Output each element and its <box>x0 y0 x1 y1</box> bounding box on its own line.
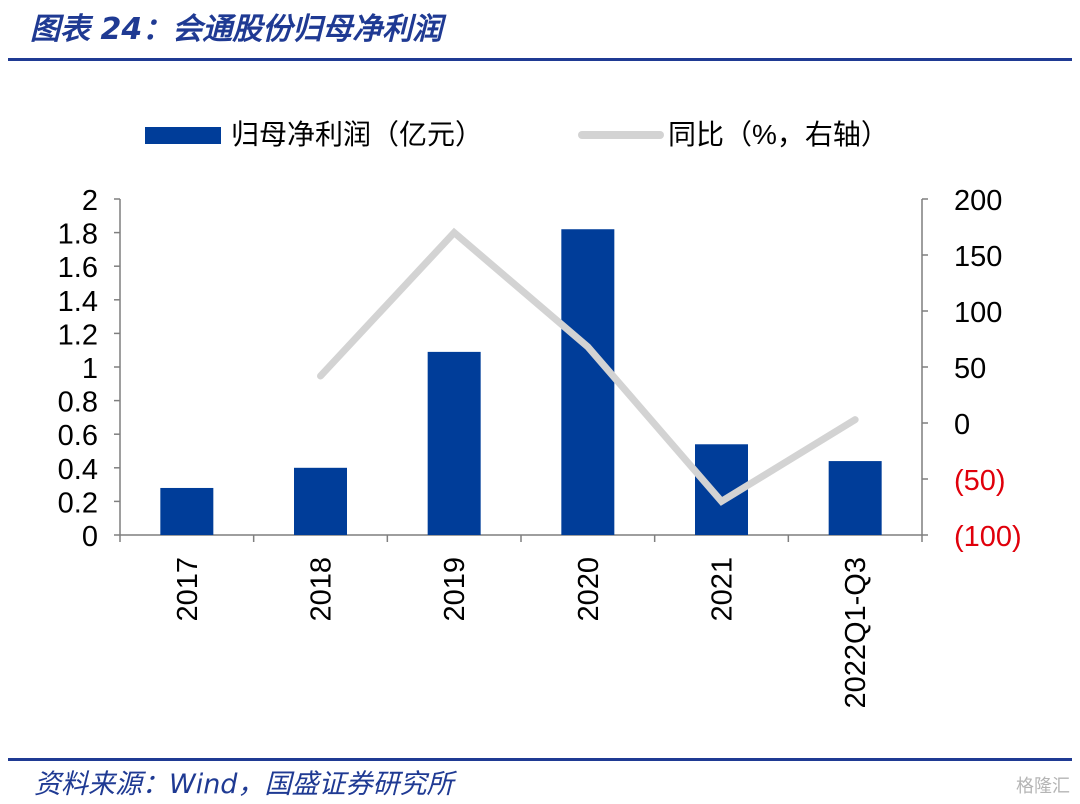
left-tick-label: 1.4 <box>58 286 98 318</box>
left-tick-label: 0.4 <box>58 454 98 486</box>
legend: 归母净利润（亿元） 同比（%，右轴） <box>145 119 889 150</box>
left-tick-label: 1.2 <box>58 319 98 351</box>
left-tick-label: 1 <box>82 353 98 385</box>
right-tick-label: 100 <box>954 297 1002 329</box>
left-tick-label: 0 <box>82 521 98 553</box>
left-tick-label: 0.6 <box>58 420 98 452</box>
right-tick-label: (100) <box>954 521 1022 553</box>
left-tick-label: 2 <box>82 185 98 217</box>
right-tick-label: 0 <box>954 409 970 441</box>
source-note: 资料来源：Wind，国盛证券研究所 <box>34 769 454 800</box>
x-tick-label-2021: 2021 <box>707 557 739 622</box>
x-tick-label-2019: 2019 <box>439 557 471 622</box>
x-tick-label-2022Q1-Q3: 2022Q1-Q3 <box>840 557 872 709</box>
bar-2017 <box>160 487 214 535</box>
right-tick-label: (50) <box>954 465 1006 497</box>
legend-line-label: 同比（%，右轴） <box>668 119 889 150</box>
bar-series <box>160 229 882 536</box>
x-tick-label-2018: 2018 <box>306 557 338 622</box>
x-tick-labels: 2017 2018 2019 2020 2021 2022Q1-Q3 <box>172 557 872 709</box>
line-series <box>317 227 859 506</box>
bar-2022Q1-Q3 <box>828 461 882 535</box>
chart-title: 图表 24：会通股份归母净利润 <box>30 12 443 47</box>
bar-2019 <box>427 351 481 535</box>
left-tick-label: 1.8 <box>58 219 98 251</box>
title-row: 图表 24：会通股份归母净利润 <box>30 4 442 52</box>
x-tick-label-2017: 2017 <box>172 557 204 622</box>
axes: 00.20.40.60.811.21.41.61.82(100)(50)0501… <box>58 185 1022 553</box>
left-tick-label: 1.6 <box>58 252 98 284</box>
bar-2020 <box>561 229 615 536</box>
chart-area: 归母净利润（亿元） 同比（%，右轴） 00.20.40.60.811.21.41… <box>58 119 1022 709</box>
legend-bar-swatch <box>145 127 221 144</box>
title-divider <box>8 58 1072 61</box>
left-tick-label: 0.8 <box>58 387 98 419</box>
footer-divider <box>8 758 1072 761</box>
x-tick-label-2020: 2020 <box>573 557 605 622</box>
watermark: 格隆汇 <box>1016 776 1070 797</box>
right-tick-label: 150 <box>954 241 1002 273</box>
legend-bar-label: 归母净利润（亿元） <box>231 119 483 150</box>
right-tick-label: 200 <box>954 185 1002 217</box>
right-tick-label: 50 <box>954 353 986 385</box>
left-tick-label: 0.2 <box>58 487 98 519</box>
bar-2018 <box>294 467 347 535</box>
